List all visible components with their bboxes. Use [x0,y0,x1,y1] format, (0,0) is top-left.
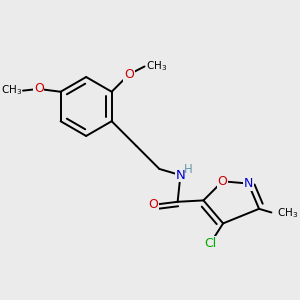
Text: O: O [148,198,158,211]
Text: O: O [218,175,227,188]
Text: CH$_3$: CH$_3$ [1,83,22,97]
Text: N: N [176,169,185,182]
Text: O: O [124,68,134,81]
Text: N: N [244,177,253,190]
Text: O: O [34,82,43,95]
Text: CH$_3$: CH$_3$ [146,59,167,73]
Text: H: H [184,163,193,176]
Text: Cl: Cl [204,237,216,250]
Text: CH$_3$: CH$_3$ [277,206,298,220]
